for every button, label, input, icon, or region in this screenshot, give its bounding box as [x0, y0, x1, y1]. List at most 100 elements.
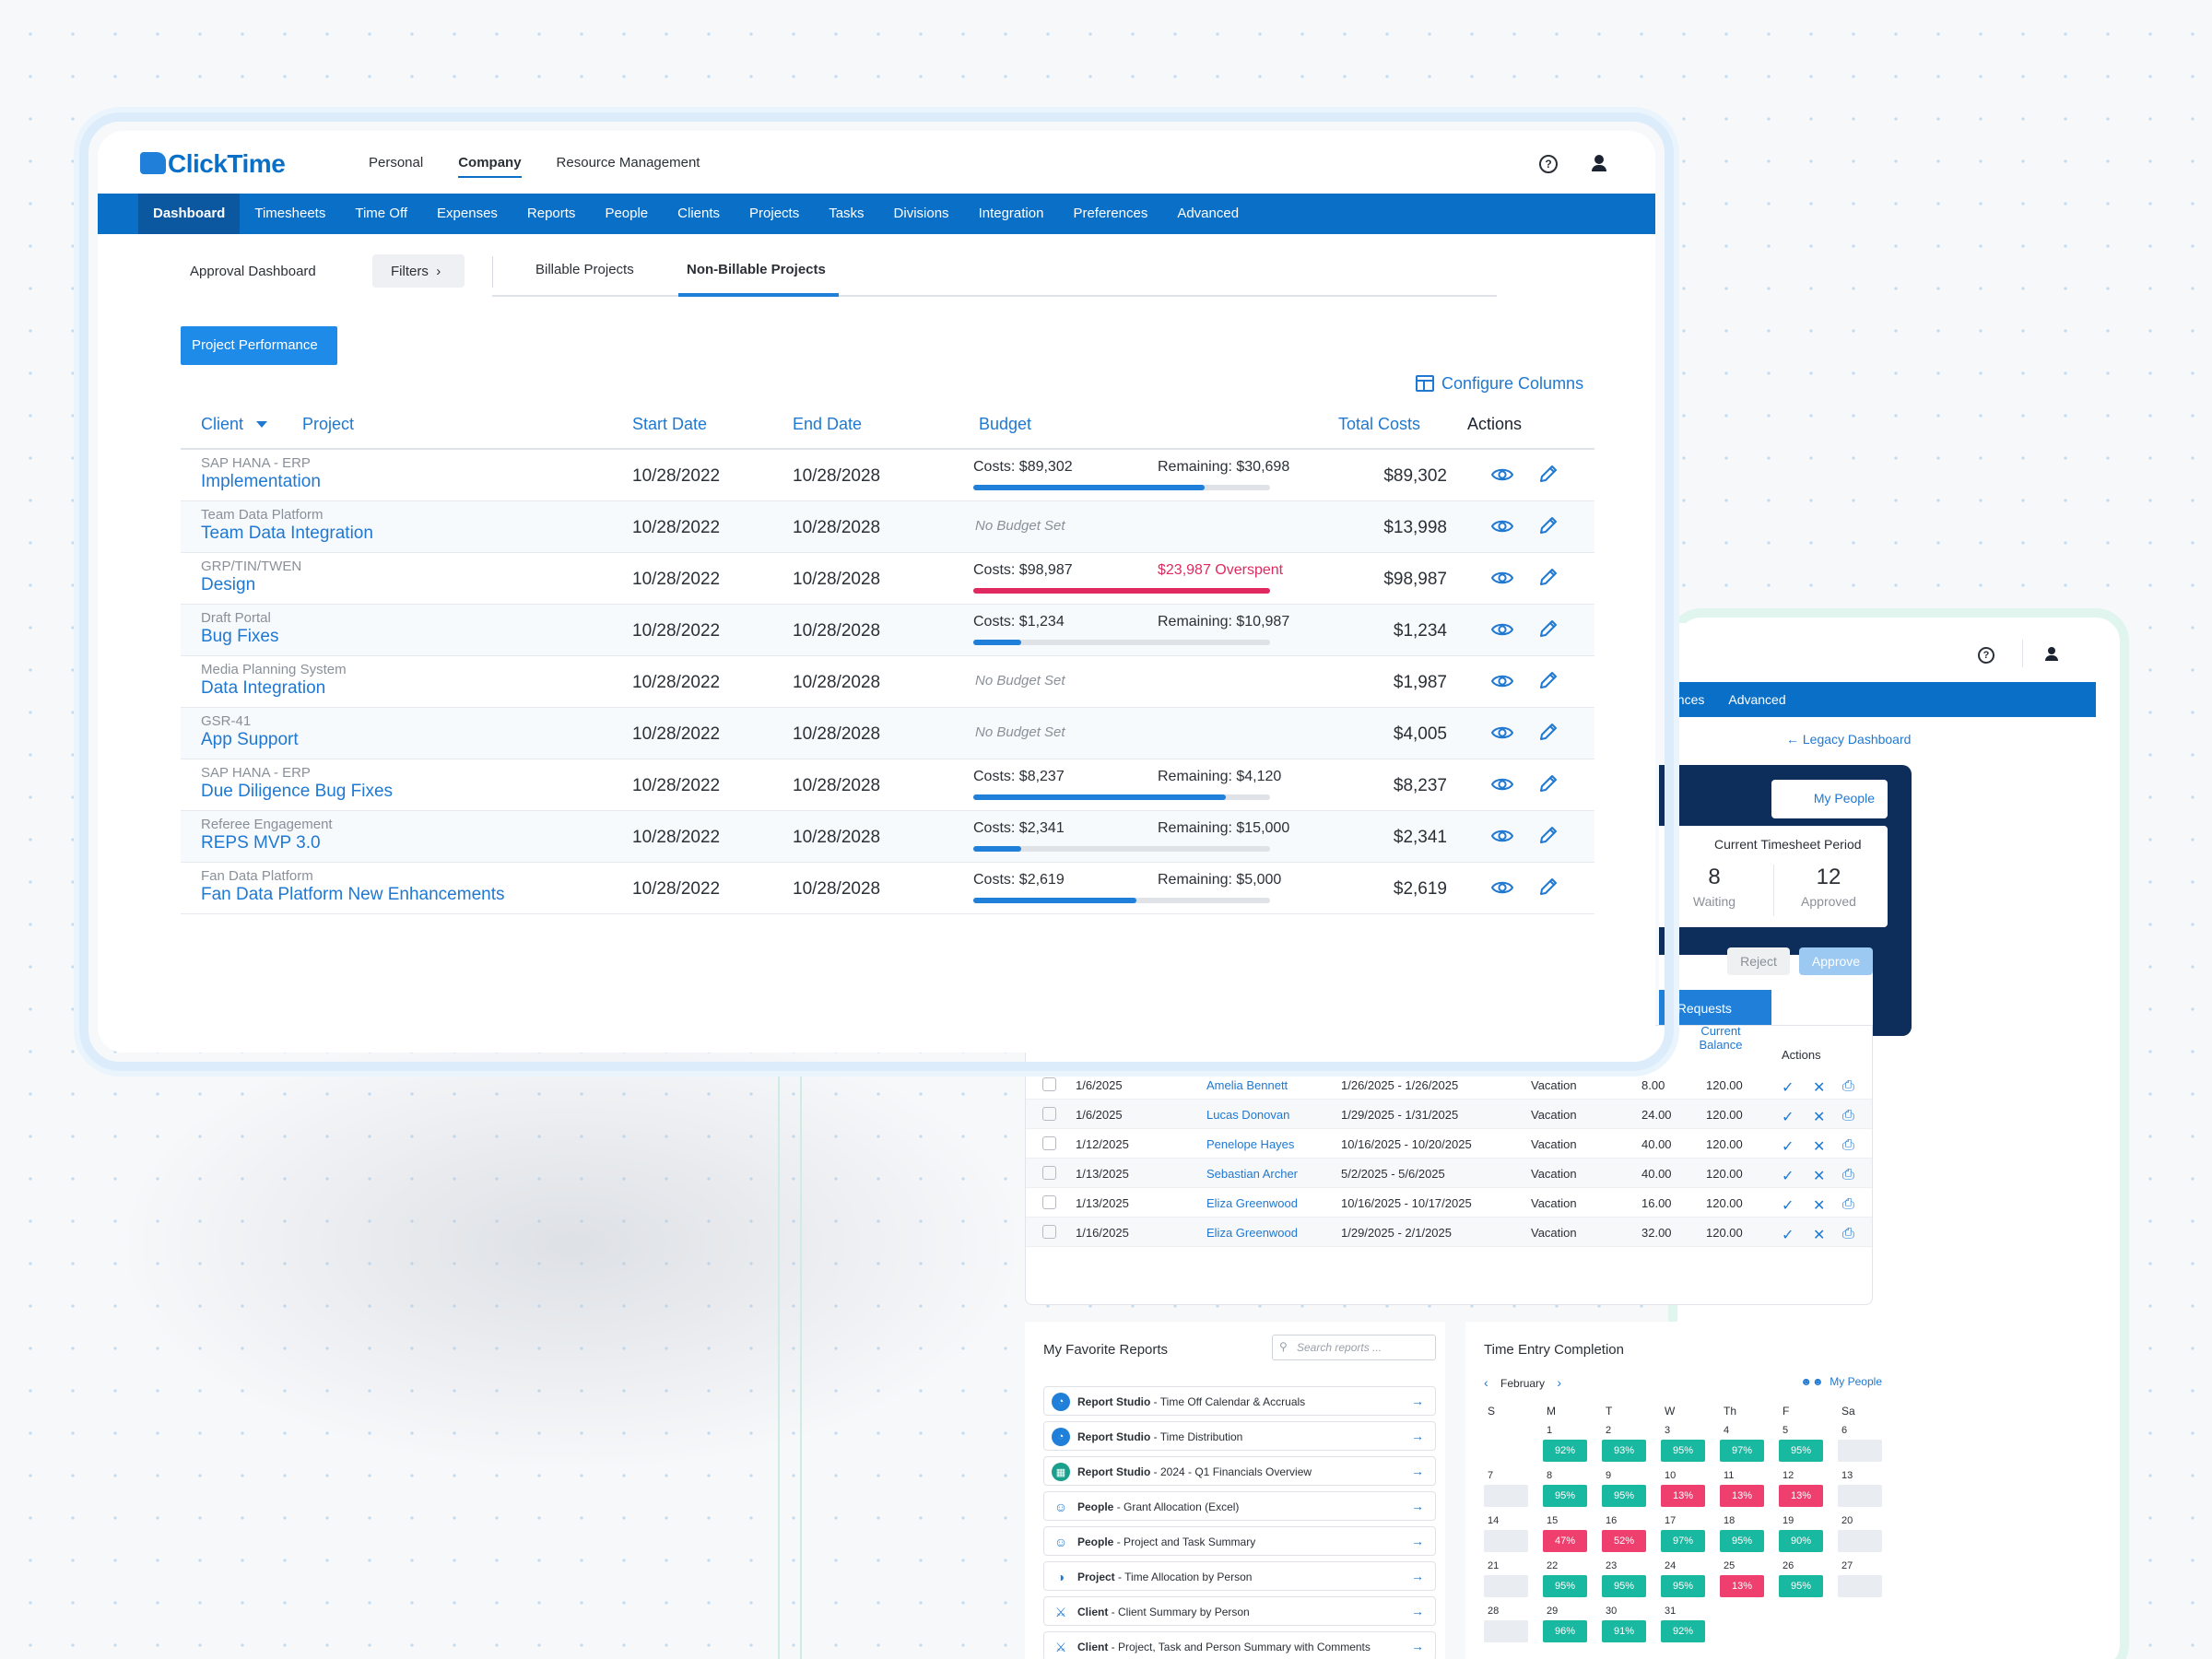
arrow-right-icon[interactable]: → [1411, 1464, 1424, 1478]
day-completion-cell[interactable]: 95% [1661, 1440, 1705, 1462]
project-link[interactable]: Design [201, 575, 256, 594]
day-completion-cell[interactable]: 97% [1661, 1530, 1705, 1552]
configure-columns-button[interactable]: Configure Columns [1416, 374, 1583, 394]
pencil-icon[interactable] [1537, 463, 1559, 485]
nav-item-reports[interactable]: Reports [526, 206, 576, 221]
favorite-report-item[interactable]: ⚔ Client - Project, Task and Person Summa… [1043, 1631, 1436, 1659]
col-total-costs[interactable]: Total Costs [1338, 415, 1421, 433]
project-link[interactable]: Team Data Integration [201, 524, 373, 543]
my-people-filter[interactable]: ☻☻ My People [1800, 1375, 1882, 1388]
check-icon[interactable]: ✓ [1782, 1198, 1794, 1214]
favorite-report-item[interactable]: ◔ Report Studio - Time Distribution → [1043, 1421, 1436, 1451]
tab-non-billable-projects[interactable]: Non-Billable Projects [687, 262, 826, 277]
favorite-report-item[interactable]: ☺ People - Project and Task Summary → [1043, 1526, 1436, 1556]
project-link[interactable]: Fan Data Platform New Enhancements [201, 885, 505, 904]
filters-button[interactable]: Filters › [372, 254, 465, 288]
document-icon[interactable]: ⎙ [1842, 1078, 1854, 1094]
nav-item-preferences-partial[interactable]: ences [1670, 692, 1705, 707]
top-nav-personal[interactable]: Personal [369, 155, 424, 171]
nav-item-expenses[interactable]: Expenses [437, 206, 498, 221]
day-completion-cell[interactable]: 13% [1720, 1485, 1764, 1507]
approve-button[interactable]: Approve [1799, 947, 1873, 975]
day-completion-cell[interactable]: 97% [1720, 1440, 1764, 1462]
day-completion-cell[interactable]: 13% [1779, 1485, 1823, 1507]
project-link[interactable]: App Support [201, 730, 299, 749]
legacy-dashboard-label[interactable]: Legacy Dashboard [1802, 732, 1912, 747]
row-checkbox[interactable] [1042, 1077, 1056, 1091]
day-completion-cell[interactable]: 90% [1779, 1530, 1823, 1552]
my-people-tab[interactable]: My People [1771, 780, 1888, 818]
close-icon[interactable]: ✕ [1813, 1080, 1826, 1096]
arrow-right-icon[interactable]: → [1411, 1569, 1424, 1583]
user-icon[interactable] [1589, 153, 1609, 173]
col-end-date[interactable]: End Date [793, 415, 863, 433]
favorite-report-item[interactable]: ◑ Project - Time Allocation by Person → [1043, 1561, 1436, 1591]
nav-item-time-off[interactable]: Time Off [355, 206, 408, 221]
top-nav-resource-management[interactable]: Resource Management [556, 155, 700, 171]
arrow-right-icon[interactable]: → [1411, 1639, 1424, 1653]
day-completion-cell[interactable]: 93% [1602, 1440, 1646, 1462]
help-icon[interactable]: ? [1539, 155, 1558, 173]
month-picker[interactable]: ‹ February › [1484, 1375, 1561, 1390]
pencil-icon[interactable] [1537, 824, 1559, 846]
eye-icon[interactable] [1490, 518, 1514, 535]
pencil-icon[interactable] [1537, 721, 1559, 743]
day-cell-empty[interactable] [1838, 1440, 1882, 1462]
close-icon[interactable]: ✕ [1813, 1169, 1826, 1184]
favorite-report-item[interactable]: ◔ Report Studio - Time Off Calendar & Acc… [1043, 1386, 1436, 1416]
day-completion-cell[interactable]: 92% [1661, 1620, 1705, 1642]
pencil-icon[interactable] [1537, 566, 1559, 588]
eye-icon[interactable] [1490, 466, 1514, 483]
day-cell-empty[interactable] [1484, 1485, 1528, 1507]
arrow-right-icon[interactable]: → [1411, 1394, 1424, 1408]
day-completion-cell[interactable]: 52% [1602, 1530, 1646, 1552]
day-completion-cell[interactable]: 13% [1720, 1575, 1764, 1597]
day-cell-empty[interactable] [1838, 1575, 1882, 1597]
nav-item-integration[interactable]: Integration [978, 206, 1044, 221]
eye-icon[interactable] [1490, 776, 1514, 793]
day-cell-empty[interactable] [1838, 1530, 1882, 1552]
employee-link[interactable]: Penelope Hayes [1206, 1137, 1295, 1151]
favorite-report-item[interactable]: ▦ Report Studio - 2024 - Q1 Financials Ov… [1043, 1456, 1436, 1486]
day-cell-empty[interactable] [1484, 1530, 1528, 1552]
employee-link[interactable]: Eliza Greenwood [1206, 1226, 1298, 1240]
day-completion-cell[interactable]: 95% [1602, 1485, 1646, 1507]
nav-item-tasks[interactable]: Tasks [829, 206, 865, 221]
employee-link[interactable]: Amelia Bennett [1206, 1078, 1288, 1092]
nav-item-advanced[interactable]: Advanced [1728, 692, 1786, 707]
day-completion-cell[interactable]: 47% [1543, 1530, 1587, 1552]
eye-icon[interactable] [1490, 828, 1514, 844]
nav-item-divisions[interactable]: Divisions [893, 206, 949, 221]
legacy-dashboard-link[interactable]: ← Legacy Dashboard [1786, 732, 1911, 747]
eye-icon[interactable] [1490, 570, 1514, 586]
project-link[interactable]: Due Diligence Bug Fixes [201, 782, 394, 801]
close-icon[interactable]: ✕ [1813, 1228, 1826, 1243]
arrow-right-icon[interactable]: → [1411, 1604, 1424, 1618]
eye-icon[interactable] [1490, 724, 1514, 741]
eye-icon[interactable] [1490, 621, 1514, 638]
approval-dashboard-link[interactable]: Approval Dashboard [190, 264, 316, 279]
day-completion-cell[interactable]: 95% [1661, 1575, 1705, 1597]
close-icon[interactable]: ✕ [1813, 1110, 1826, 1125]
day-completion-cell[interactable]: 95% [1779, 1575, 1823, 1597]
pencil-icon[interactable] [1537, 618, 1559, 640]
arrow-right-icon[interactable]: → [1411, 1499, 1424, 1513]
col-client[interactable]: Client [201, 415, 268, 434]
clicktime-logo[interactable]: ClickTime [140, 149, 286, 179]
day-completion-cell[interactable]: 13% [1661, 1485, 1705, 1507]
arrow-right-icon[interactable]: → [1411, 1534, 1424, 1548]
project-link[interactable]: Data Integration [201, 678, 326, 698]
waiting-stat[interactable]: 8 Waiting [1670, 865, 1759, 909]
close-icon[interactable]: ✕ [1813, 1139, 1826, 1155]
approved-stat[interactable]: 12 Approved [1784, 865, 1873, 909]
top-nav-company[interactable]: Company [458, 155, 522, 178]
day-completion-cell[interactable]: 95% [1602, 1575, 1646, 1597]
time-off-requests-tab[interactable]: f Requests [1659, 990, 1771, 1027]
chevron-left-icon[interactable]: ‹ [1484, 1375, 1488, 1390]
check-icon[interactable]: ✓ [1782, 1228, 1794, 1243]
project-link[interactable]: REPS MVP 3.0 [201, 833, 321, 853]
favorite-report-item[interactable]: ☺ People - Grant Allocation (Excel) → [1043, 1491, 1436, 1521]
check-icon[interactable]: ✓ [1782, 1139, 1794, 1155]
col-budget[interactable]: Budget [979, 415, 1032, 433]
document-icon[interactable]: ⎙ [1842, 1226, 1854, 1241]
